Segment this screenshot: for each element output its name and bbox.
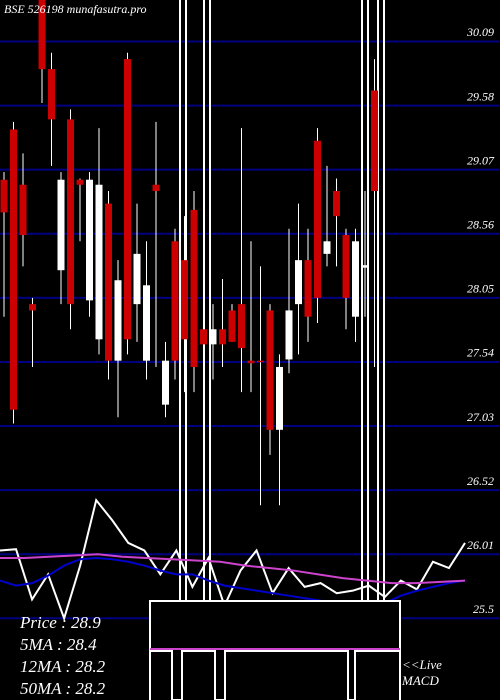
- candle-body: [342, 235, 350, 298]
- macd-panel: [149, 600, 401, 700]
- y-tick-label: 28.56: [467, 218, 494, 232]
- candle-body: [57, 179, 65, 271]
- candle-body: [304, 260, 312, 317]
- y-tick-label: 26.52: [467, 474, 494, 488]
- info: Price : 28.9: [19, 613, 101, 632]
- candle-body: [10, 129, 17, 410]
- candle-body: [38, 0, 46, 70]
- candle-body: [190, 209, 198, 367]
- series-line: [0, 553, 466, 585]
- y-tick-label: 26.01: [467, 538, 494, 552]
- volume-bar: [361, 0, 369, 700]
- candle-body: [133, 253, 141, 305]
- candle-body: [171, 241, 179, 361]
- series-line: [0, 497, 466, 622]
- candle-body: [181, 260, 188, 340]
- candle-body: [247, 360, 255, 364]
- volume-bar: [179, 0, 187, 700]
- info: 50MA : 28.2: [20, 679, 106, 698]
- y-tick-label: 27.54: [467, 346, 494, 360]
- y-tick-label: 25.5: [473, 602, 494, 616]
- candle-body: [295, 260, 302, 305]
- candle-body: [266, 310, 274, 430]
- info: 12MA : 28.2: [20, 657, 106, 676]
- candle-body: [114, 280, 122, 361]
- candle-body: [219, 329, 226, 345]
- candle-body: [371, 90, 378, 192]
- candle-body: [67, 119, 74, 305]
- candle-body: [0, 179, 8, 213]
- y-tick-label: 29.58: [467, 89, 494, 103]
- y-tick-label: 28.05: [467, 282, 494, 296]
- info: 5MA : 28.4: [20, 635, 97, 654]
- candle-body: [323, 241, 331, 254]
- y-tick-label: 30.09: [466, 25, 494, 39]
- candle-body: [162, 360, 169, 405]
- candle-body: [29, 304, 36, 311]
- candle-body: [209, 329, 217, 345]
- candle-body: [257, 360, 264, 363]
- candle-body: [152, 184, 160, 192]
- candle-body: [333, 191, 340, 217]
- candle-body: [285, 310, 293, 360]
- candle-body: [95, 184, 103, 340]
- y-tick-label: 29.07: [467, 153, 495, 167]
- candle-body: [238, 304, 245, 349]
- candles: [0, 0, 378, 506]
- candle-body: [200, 329, 207, 345]
- candle-body: [19, 184, 27, 236]
- candle-body: [143, 285, 150, 361]
- candle-body: [48, 69, 55, 120]
- candle-body: [228, 310, 236, 342]
- candle-body: [76, 179, 84, 185]
- candle-body: [361, 265, 369, 268]
- y-tick-label: 27.03: [467, 410, 494, 424]
- chart-title: BSE 526198 munafasutra.pro: [4, 2, 147, 16]
- candle-body: [105, 203, 112, 361]
- volume-bar: [377, 0, 385, 700]
- candle-body: [352, 241, 359, 317]
- candle-body: [314, 140, 321, 298]
- candle-body: [124, 59, 131, 340]
- candle-body: [276, 366, 283, 430]
- candle-body: [86, 179, 93, 301]
- macd-label: MACD: [401, 673, 439, 688]
- grid: [0, 40, 500, 620]
- live-label: <<Live: [402, 657, 442, 672]
